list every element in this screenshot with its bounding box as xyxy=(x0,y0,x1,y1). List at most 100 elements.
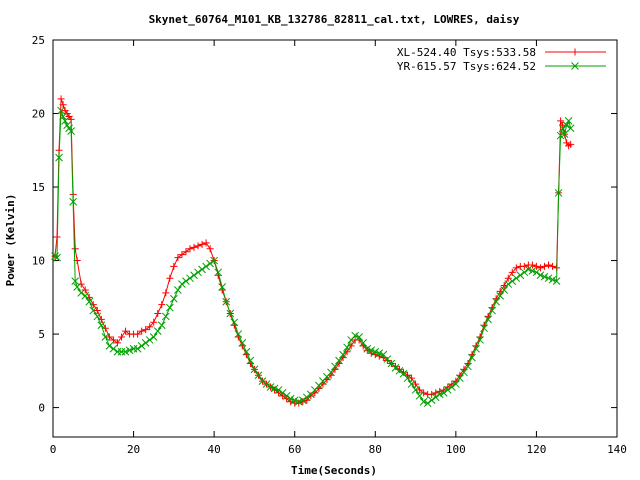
data-point xyxy=(274,386,283,394)
y-tick-label: 0 xyxy=(38,402,45,415)
data-point xyxy=(202,239,210,247)
data-point xyxy=(472,344,480,353)
x-tick-label: 60 xyxy=(288,443,301,456)
data-point xyxy=(206,259,214,268)
y-tick-label: 5 xyxy=(38,328,45,341)
data-point xyxy=(460,368,468,377)
plot-frame xyxy=(52,39,618,438)
data-point xyxy=(57,95,65,103)
data-point xyxy=(536,264,544,272)
data-point xyxy=(142,326,150,334)
data-point xyxy=(166,274,174,282)
data-point xyxy=(403,374,412,383)
data-point xyxy=(431,393,440,402)
data-point xyxy=(174,254,182,262)
data-point xyxy=(149,333,158,341)
data-point xyxy=(278,389,287,397)
data-point xyxy=(250,365,259,374)
data-point xyxy=(411,386,420,394)
x-tick-label: 80 xyxy=(369,443,382,456)
data-point xyxy=(416,386,424,394)
data-point xyxy=(556,131,565,140)
data-point xyxy=(222,297,231,306)
data-point xyxy=(170,294,178,303)
x-axis-label: Time(Seconds) xyxy=(291,464,377,477)
data-point xyxy=(271,386,279,394)
data-point xyxy=(520,262,528,270)
data-point xyxy=(290,396,299,405)
data-point xyxy=(443,386,452,394)
data-point xyxy=(81,286,89,294)
data-point xyxy=(302,393,311,402)
data-point xyxy=(105,333,113,341)
data-point xyxy=(286,394,295,403)
y-tick-label: 25 xyxy=(32,34,45,47)
data-point xyxy=(420,389,428,397)
data-point xyxy=(242,347,251,356)
data-point xyxy=(558,124,567,133)
data-point xyxy=(435,390,444,399)
legend-label: XL-524.40 Tsys:533.58 xyxy=(397,46,536,59)
data-point xyxy=(133,344,142,353)
data-point xyxy=(69,197,77,206)
data-point xyxy=(121,347,130,356)
data-point xyxy=(552,277,561,285)
data-point xyxy=(117,333,125,341)
data-point xyxy=(532,262,540,270)
data-point xyxy=(218,283,227,291)
data-point xyxy=(165,303,174,312)
data-point xyxy=(71,277,80,285)
data-point xyxy=(194,268,202,277)
data-point xyxy=(536,271,545,280)
data-point xyxy=(516,271,525,280)
data-point xyxy=(178,280,186,288)
data-point xyxy=(266,383,275,391)
data-point xyxy=(363,346,371,354)
data-point xyxy=(567,140,575,148)
data-point xyxy=(105,341,114,350)
x-tick-label: 0 xyxy=(50,443,57,456)
data-point xyxy=(125,346,134,355)
data-point xyxy=(294,397,303,406)
data-point xyxy=(540,262,548,270)
data-point xyxy=(562,121,571,130)
data-point xyxy=(202,262,210,271)
data-point xyxy=(524,265,533,274)
axes: 0 20 40 60 80 100 120 140 0 5 10 15 20 25 xyxy=(32,34,627,456)
data-point xyxy=(158,301,166,309)
data-point xyxy=(528,266,537,275)
data-point xyxy=(61,117,69,125)
data-point xyxy=(549,262,557,270)
data-point xyxy=(146,323,154,331)
data-point xyxy=(468,353,476,362)
data-point xyxy=(101,333,110,341)
data-point xyxy=(238,339,247,347)
data-point xyxy=(170,262,178,270)
data-point xyxy=(504,274,512,282)
data-point xyxy=(508,268,516,276)
x-tick-label: 140 xyxy=(607,443,627,456)
x-tick-label: 100 xyxy=(446,443,466,456)
data-point xyxy=(206,245,214,253)
data-point xyxy=(59,101,67,109)
data-point xyxy=(270,384,279,393)
data-point xyxy=(544,274,553,283)
data-point xyxy=(557,117,565,125)
data-point xyxy=(295,399,303,407)
data-point xyxy=(415,391,424,400)
data-point xyxy=(198,265,206,274)
data-point xyxy=(134,330,142,338)
data-point xyxy=(282,391,291,400)
data-point xyxy=(339,350,347,359)
data-point xyxy=(101,324,109,332)
data-point xyxy=(246,356,255,365)
x-tick-label: 20 xyxy=(127,443,140,456)
data-point xyxy=(512,274,521,283)
data-point xyxy=(55,153,63,162)
data-point xyxy=(496,291,505,300)
data-point xyxy=(81,291,90,300)
data-point xyxy=(532,268,541,277)
data-point xyxy=(412,380,420,388)
data-point xyxy=(375,349,384,358)
data-point xyxy=(67,115,75,123)
